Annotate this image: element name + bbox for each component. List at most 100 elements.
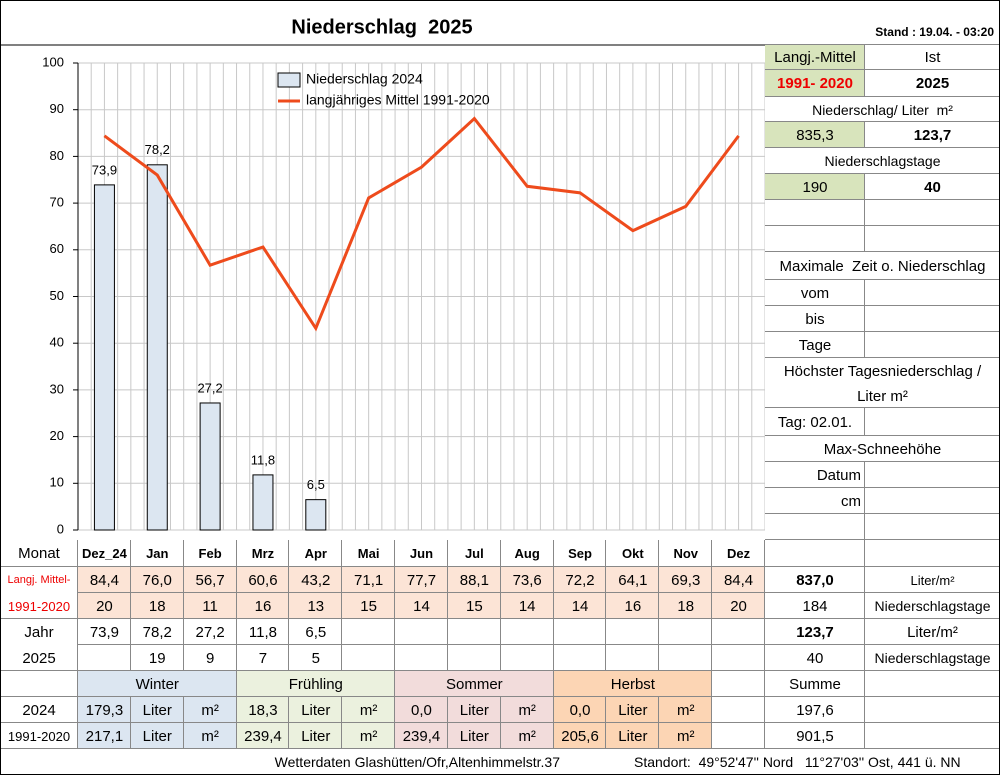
cell: 16 <box>606 593 660 619</box>
cell: Liter <box>130 723 184 749</box>
cell: Herbst <box>553 671 713 697</box>
cell: 43,2 <box>289 567 343 593</box>
cell <box>78 645 131 671</box>
cell: Tage <box>765 332 865 358</box>
cell: Okt <box>606 540 659 567</box>
cell: Liter <box>289 723 343 749</box>
cell: 11,8 <box>237 619 290 645</box>
cell: Langj.-Mittel <box>765 45 865 70</box>
cell: Stand : 19.04. - 03:20 <box>765 0 1000 45</box>
cell: Liter <box>289 697 343 723</box>
bar <box>252 474 274 531</box>
cell <box>765 200 865 226</box>
cell: 13 <box>289 593 343 619</box>
y-tick-label: 50 <box>50 288 64 303</box>
cell: 2025 <box>865 70 1000 97</box>
cell: 88,1 <box>447 567 501 593</box>
y-tick-label: 80 <box>50 148 64 163</box>
cell: 56,7 <box>183 567 237 593</box>
value-label: 6,5 <box>307 477 325 492</box>
cell: m² <box>500 723 554 749</box>
y-tick-label: 10 <box>50 475 64 490</box>
cell: 0,0 <box>553 697 607 723</box>
cell: Sommer <box>395 671 554 697</box>
cell <box>712 697 765 723</box>
cell: Mai <box>342 540 395 567</box>
cell <box>554 645 607 671</box>
cell <box>0 671 78 697</box>
cell: Niederschlagstage <box>865 645 1000 671</box>
cell <box>865 408 1000 436</box>
cell: Jahr <box>0 619 78 645</box>
cell: 217,1 <box>78 723 131 749</box>
cell: 14 <box>395 593 448 619</box>
cell: Datum <box>765 462 865 488</box>
cell: 901,5 <box>765 723 865 749</box>
cell <box>448 619 501 645</box>
cell <box>659 619 712 645</box>
cell: 835,3 <box>765 122 865 148</box>
cell <box>395 645 448 671</box>
cell <box>712 723 765 749</box>
cell <box>448 645 501 671</box>
y-tick-label: 100 <box>42 54 64 69</box>
cell: 40 <box>765 645 865 671</box>
legend-label: Niederschlag 2024 <box>306 71 423 87</box>
cell: m² <box>342 697 396 723</box>
chart-title: Niederschlag 2025 <box>291 16 472 38</box>
legend-swatch <box>277 72 301 88</box>
y-tick-label: 30 <box>50 381 64 396</box>
cell <box>865 540 1000 567</box>
cell: 73,6 <box>500 567 554 593</box>
cell: 64,1 <box>606 567 660 593</box>
cell: Apr <box>289 540 342 567</box>
y-tick-label: 70 <box>50 195 64 210</box>
cell: 15 <box>342 593 396 619</box>
cell: Liter <box>606 723 660 749</box>
y-tick-label: 90 <box>50 101 64 116</box>
cell <box>865 462 1000 488</box>
cell <box>865 671 1000 697</box>
cell: Max-Schneehöhe <box>765 436 1000 462</box>
cell <box>712 619 765 645</box>
cell: Jan <box>131 540 184 567</box>
cell: 14 <box>553 593 607 619</box>
cell: 9 <box>184 645 237 671</box>
bar <box>146 164 168 531</box>
cell: 1991- 2020 <box>765 70 865 97</box>
cell: 15 <box>447 593 501 619</box>
cell: Liter m² <box>765 384 1000 408</box>
cell: 84,4 <box>712 567 765 593</box>
cell: 179,3 <box>78 697 131 723</box>
cell: Liter/m² <box>865 619 1000 645</box>
line <box>103 116 740 332</box>
cell: Standort: 49°52'47'' Nord 11°27'03'' Ost… <box>634 754 961 770</box>
cell: 84,4 <box>78 567 131 593</box>
cell: 123,7 <box>865 122 1000 148</box>
cell: cm <box>765 488 865 514</box>
cell: Aug <box>501 540 554 567</box>
bar <box>199 402 221 531</box>
cell: m² <box>659 723 713 749</box>
cell: Liter <box>130 697 184 723</box>
cell: m² <box>183 697 237 723</box>
value-label: 11,8 <box>251 452 275 467</box>
value-label: 27,2 <box>197 380 222 395</box>
cell: 239,4 <box>236 723 290 749</box>
cell: bis <box>765 306 865 332</box>
cell: 20 <box>78 593 131 619</box>
cell: Niederschlagstage <box>765 148 1000 174</box>
cell: 20 <box>712 593 765 619</box>
cell: Höchster Tagesniederschlag / <box>765 358 1000 384</box>
cell: 72,2 <box>553 567 607 593</box>
cell <box>659 645 712 671</box>
cell: Dez_24 <box>78 540 131 567</box>
cell: m² <box>500 697 554 723</box>
cell <box>865 280 1000 306</box>
cell: Niederschlag/ Liter m² <box>765 97 1000 122</box>
cell <box>865 332 1000 358</box>
cell: 2025 <box>0 645 78 671</box>
cell: Liter <box>606 697 660 723</box>
cell <box>501 645 554 671</box>
cell <box>865 488 1000 514</box>
